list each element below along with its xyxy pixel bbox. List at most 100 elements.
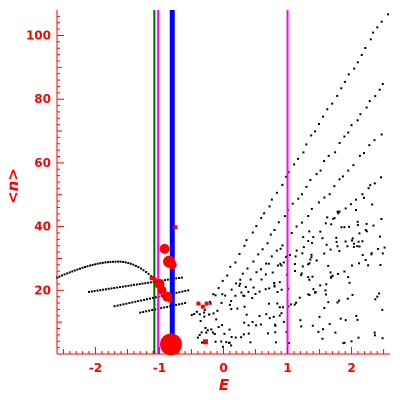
black-point	[288, 342, 291, 345]
black-point	[351, 239, 353, 242]
black-point	[117, 260, 120, 263]
black-point	[259, 323, 262, 326]
black-point	[369, 38, 372, 41]
black-point	[125, 302, 128, 305]
black-point	[132, 263, 135, 266]
black-point	[164, 279, 166, 282]
black-point	[178, 291, 181, 294]
black-point	[260, 268, 262, 271]
black-point	[275, 249, 278, 252]
black-point	[338, 142, 341, 144]
black-point	[228, 342, 230, 344]
black-point	[336, 210, 339, 213]
black-point	[113, 305, 116, 308]
black-point	[324, 222, 327, 225]
black-point	[196, 336, 199, 339]
black-point	[343, 226, 346, 229]
black-point	[271, 271, 274, 274]
black-point	[321, 237, 324, 240]
black-point	[212, 293, 215, 296]
black-point	[242, 333, 245, 336]
black-point	[300, 325, 303, 328]
black-point	[348, 281, 351, 284]
black-point	[122, 303, 125, 306]
black-point	[88, 290, 90, 293]
red-point	[152, 277, 157, 282]
black-point	[255, 271, 258, 274]
black-point	[338, 250, 341, 253]
black-point	[234, 336, 237, 339]
black-point	[277, 221, 280, 224]
black-point	[251, 297, 254, 299]
black-point	[217, 287, 220, 290]
black-point	[243, 321, 246, 324]
black-point	[293, 263, 296, 265]
black-point	[365, 230, 368, 233]
black-point	[181, 302, 184, 305]
black-point	[285, 175, 288, 178]
black-point	[93, 290, 96, 292]
black-point	[278, 306, 281, 309]
black-point	[358, 154, 361, 157]
black-point	[371, 203, 374, 206]
black-point	[356, 245, 359, 248]
black-point	[281, 183, 284, 186]
black-point	[294, 255, 297, 258]
black-point	[278, 314, 281, 317]
black-point	[352, 242, 355, 245]
black-point	[310, 256, 313, 259]
black-point	[352, 245, 355, 248]
black-point	[68, 271, 71, 274]
black-point	[319, 169, 322, 172]
black-point	[137, 266, 140, 269]
black-point	[351, 264, 353, 267]
black-point	[330, 275, 333, 278]
black-point	[305, 143, 308, 146]
black-point	[281, 306, 284, 309]
black-point	[149, 281, 152, 284]
black-point	[264, 288, 267, 291]
black-point	[205, 331, 208, 334]
black-point	[236, 307, 239, 310]
black-point	[221, 293, 224, 296]
black-point	[346, 245, 349, 248]
black-point	[220, 340, 223, 343]
black-point	[347, 73, 350, 76]
black-point	[242, 294, 245, 297]
black-point	[235, 282, 238, 285]
black-point	[310, 134, 313, 137]
black-point	[372, 224, 375, 227]
x-tick-label: -1	[153, 361, 166, 375]
black-point	[335, 236, 338, 239]
black-point	[166, 305, 169, 308]
black-point	[264, 273, 267, 276]
black-point	[187, 289, 190, 292]
black-point	[243, 305, 246, 308]
black-point	[387, 13, 390, 16]
black-point	[144, 282, 147, 285]
black-point	[352, 164, 355, 167]
black-point	[119, 286, 121, 289]
black-point	[180, 276, 183, 279]
black-point	[324, 289, 327, 292]
black-point	[243, 244, 246, 247]
black-point	[268, 205, 271, 208]
black-point	[184, 302, 187, 304]
tick-labels: -2 -1 0 1 2 20 40 60 80 100	[26, 28, 356, 375]
black-point	[291, 202, 294, 205]
black-point	[265, 313, 268, 316]
black-point	[154, 296, 157, 299]
black-point	[251, 231, 254, 234]
black-point	[372, 31, 375, 34]
black-point	[315, 173, 318, 176]
black-point	[150, 275, 153, 277]
black-point	[238, 253, 241, 255]
black-point	[381, 252, 384, 255]
black-point	[336, 301, 339, 304]
black-point	[273, 229, 276, 231]
black-point	[160, 307, 163, 310]
black-point	[338, 299, 341, 302]
black-point	[145, 310, 148, 313]
black-point	[203, 311, 206, 314]
red-point	[202, 339, 208, 345]
